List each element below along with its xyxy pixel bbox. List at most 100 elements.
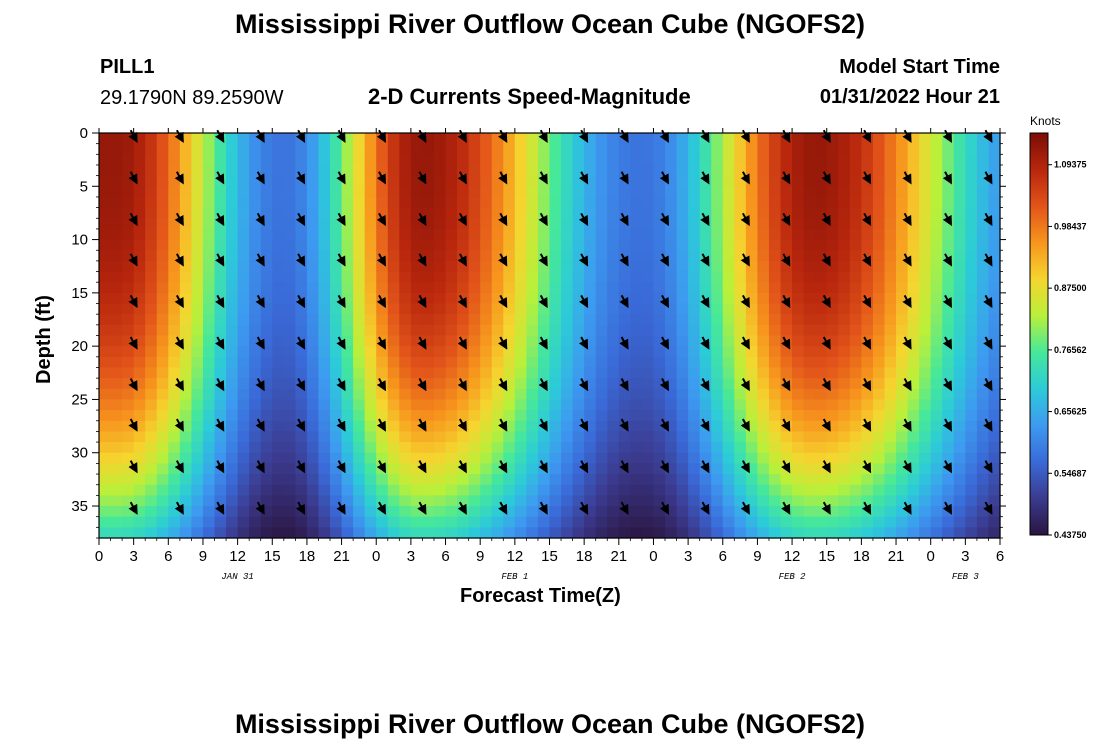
heatmap-cell (272, 260, 285, 273)
heatmap-cell (665, 314, 678, 326)
heatmap-cell (618, 303, 631, 315)
heatmap-cell (930, 527, 943, 539)
heatmap-cell (503, 474, 516, 486)
colorbar-tick-label: 0.65625 (1054, 407, 1087, 417)
heatmap-cell (745, 367, 759, 379)
heatmap-cell (202, 282, 216, 294)
heatmap-cell (595, 474, 608, 486)
heatmap-cell (364, 239, 377, 251)
heatmap-cell (399, 442, 412, 454)
heatmap-cell (826, 410, 839, 422)
heatmap-cell (988, 388, 1001, 401)
heatmap-cell (953, 335, 966, 347)
current-vector-arrow (619, 171, 629, 185)
heatmap-cell (341, 314, 354, 326)
heatmap-cell (792, 399, 805, 411)
heatmap-cell (202, 388, 216, 401)
heatmap-cell (965, 367, 978, 379)
heatmap-cell (572, 356, 585, 369)
heatmap-cell (168, 186, 181, 198)
heatmap-cell (226, 292, 239, 305)
heatmap-cell (133, 271, 146, 283)
heatmap-cell (849, 335, 862, 347)
heatmap-cell (607, 207, 620, 219)
heatmap-cell (988, 186, 1001, 198)
heatmap-cell (156, 484, 169, 496)
heatmap-cell (526, 292, 539, 305)
heatmap-cell (260, 218, 273, 230)
heatmap-cell (965, 442, 978, 454)
heatmap-cell (353, 420, 366, 433)
heatmap-cell (526, 154, 539, 166)
heatmap-cell (595, 484, 608, 496)
heatmap-cell (572, 367, 585, 379)
heatmap-cell (133, 324, 146, 337)
heatmap-cell (815, 484, 828, 496)
heatmap-cell (953, 495, 966, 507)
heatmap-cell (156, 420, 169, 433)
heatmap-cell (826, 356, 839, 369)
heatmap-cell (145, 154, 158, 166)
heatmap-cell (561, 282, 574, 294)
heatmap-cell (826, 143, 839, 155)
heatmap-cell (618, 282, 631, 294)
heatmap-cell (514, 271, 527, 283)
heatmap-cell (387, 452, 400, 464)
heatmap-cell (122, 154, 135, 166)
heatmap-cell (584, 314, 597, 326)
heatmap-cell (156, 239, 169, 251)
heatmap-cell (480, 367, 493, 379)
heatmap-cell (976, 207, 990, 219)
heatmap-cell (422, 463, 435, 475)
heatmap-cell (884, 506, 897, 518)
heatmap-cell (260, 506, 273, 518)
heatmap-cell (283, 442, 296, 454)
heatmap-cell (688, 218, 701, 230)
heatmap-cell (514, 516, 527, 528)
heatmap-cell (711, 356, 724, 369)
current-vector-arrow (174, 418, 184, 432)
heatmap-cell (572, 250, 585, 262)
y-tick-label: 10 (71, 232, 88, 249)
x-tick-label: 18 (299, 548, 316, 565)
heatmap-cell (572, 239, 585, 251)
heatmap-cell (249, 260, 262, 273)
heatmap-cell (168, 314, 181, 326)
heatmap-cell (780, 495, 793, 507)
heatmap-cell (353, 218, 366, 230)
current-vector-arrow (659, 212, 669, 227)
heatmap-cell (537, 399, 551, 411)
heatmap-cell (884, 186, 897, 198)
current-vector-arrow (255, 212, 265, 227)
heatmap-cell (272, 484, 285, 496)
heatmap-cell (272, 303, 285, 315)
heatmap-cell (676, 495, 689, 507)
heatmap-cell (387, 495, 400, 507)
heatmap-cell (122, 282, 135, 294)
heatmap-cell (410, 463, 424, 475)
x-tick-label: 15 (541, 548, 558, 565)
heatmap-cell (237, 314, 250, 326)
heatmap-cell (734, 516, 747, 528)
heatmap-cell (491, 207, 504, 219)
heatmap-cell (526, 388, 539, 401)
heatmap-cell (988, 420, 1001, 433)
current-vector-arrow (740, 501, 750, 515)
heatmap-cell (815, 442, 828, 454)
heatmap-cell (768, 431, 782, 443)
heatmap-cell (526, 399, 539, 411)
heatmap-cell (826, 260, 839, 273)
heatmap-cell (549, 271, 562, 283)
heatmap-cell (757, 207, 770, 219)
heatmap-cell (861, 196, 874, 209)
current-vector-arrow (821, 212, 831, 227)
heatmap-cell (202, 474, 216, 486)
heatmap-cell (468, 463, 481, 475)
heatmap-cell (595, 506, 608, 518)
heatmap-cell (849, 410, 862, 422)
heatmap-cell (491, 420, 504, 433)
heatmap-cell (907, 346, 920, 358)
current-vector-arrow (295, 212, 306, 227)
heatmap-cell (976, 282, 990, 294)
heatmap-cell (734, 133, 747, 145)
